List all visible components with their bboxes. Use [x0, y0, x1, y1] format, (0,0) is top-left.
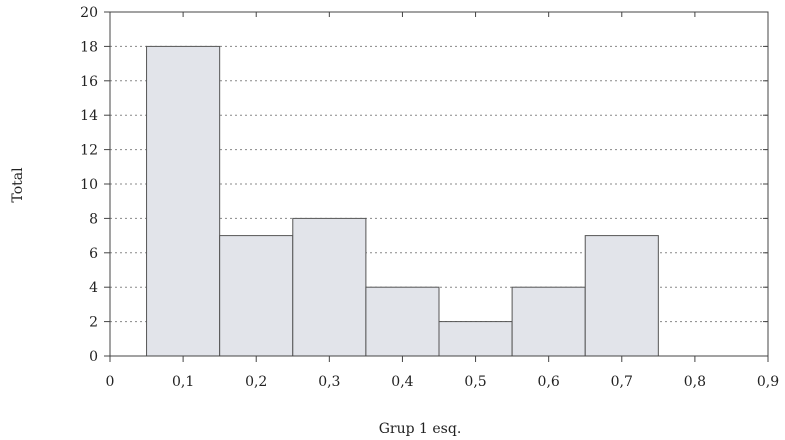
y-tick-label: 8 — [89, 211, 98, 227]
y-tick-label: 16 — [80, 74, 98, 90]
bar — [584, 235, 659, 357]
x-tick-label: 0,3 — [318, 374, 340, 390]
x-tick-label: 0,5 — [464, 374, 486, 390]
y-tick-label: 14 — [80, 108, 98, 124]
tick-labels: 0 2 4 6 8 10 12 14 16 18 20 0 0,1 0,2 0,3 0,4 0,5 0,6 0,7 0… — [80, 5, 779, 390]
x-tick-label: 0,9 — [757, 374, 779, 390]
y-tick-label: 4 — [89, 280, 98, 296]
bar — [146, 45, 221, 357]
bar — [511, 286, 586, 357]
x-tick-label: 0,4 — [391, 374, 413, 390]
y-tick-label: 20 — [80, 5, 98, 21]
y-axis-label: Total — [10, 167, 26, 203]
x-axis-label: Grup 1 esq. — [379, 421, 462, 437]
x-tick-label: 0,1 — [172, 374, 194, 390]
x-tick-label: 0,8 — [684, 374, 706, 390]
x-tick-label: 0,2 — [245, 374, 267, 390]
bar — [365, 286, 440, 357]
bars — [146, 45, 659, 357]
y-tick-label: 6 — [89, 246, 98, 262]
axes — [104, 11, 769, 362]
y-tick-label: 18 — [80, 39, 98, 55]
bar — [219, 235, 294, 357]
x-tick-label: 0,6 — [538, 374, 560, 390]
y-tick-label: 10 — [80, 177, 98, 193]
x-tick-label: 0 — [106, 374, 115, 390]
x-tick-label: 0,7 — [611, 374, 633, 390]
y-tick-label: 12 — [80, 143, 98, 159]
bar — [438, 321, 513, 357]
y-tick-label: 2 — [89, 315, 98, 331]
bar — [292, 217, 367, 357]
y-tick-label: 0 — [89, 349, 98, 365]
